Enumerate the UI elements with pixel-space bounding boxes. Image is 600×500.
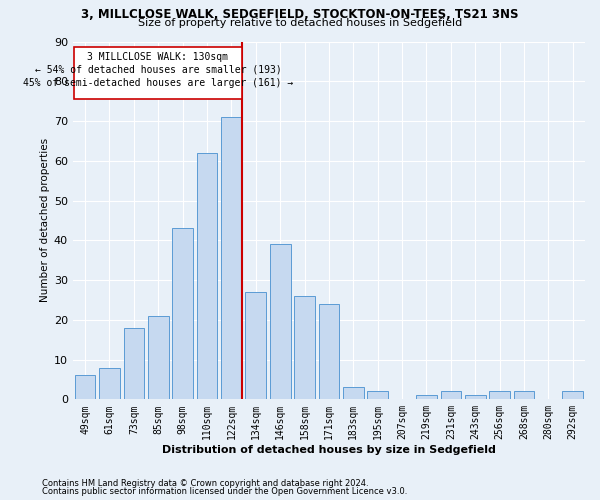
- Text: Contains HM Land Registry data © Crown copyright and database right 2024.: Contains HM Land Registry data © Crown c…: [42, 478, 368, 488]
- Bar: [294, 296, 315, 400]
- Text: Contains public sector information licensed under the Open Government Licence v3: Contains public sector information licen…: [42, 487, 407, 496]
- Bar: [75, 376, 95, 400]
- Bar: [270, 244, 290, 400]
- Text: 45% of semi-detached houses are larger (161) →: 45% of semi-detached houses are larger (…: [23, 78, 293, 88]
- Bar: [124, 328, 144, 400]
- FancyBboxPatch shape: [74, 48, 242, 99]
- Text: 3, MILLCLOSE WALK, SEDGEFIELD, STOCKTON-ON-TEES, TS21 3NS: 3, MILLCLOSE WALK, SEDGEFIELD, STOCKTON-…: [81, 8, 519, 20]
- X-axis label: Distribution of detached houses by size in Sedgefield: Distribution of detached houses by size …: [162, 445, 496, 455]
- Text: 3 MILLCLOSE WALK: 130sqm: 3 MILLCLOSE WALK: 130sqm: [88, 52, 229, 62]
- Bar: [440, 392, 461, 400]
- Bar: [489, 392, 510, 400]
- Bar: [343, 388, 364, 400]
- Bar: [465, 396, 485, 400]
- Text: ← 54% of detached houses are smaller (193): ← 54% of detached houses are smaller (19…: [35, 64, 281, 74]
- Bar: [148, 316, 169, 400]
- Bar: [367, 392, 388, 400]
- Bar: [197, 153, 217, 400]
- Bar: [514, 392, 535, 400]
- Bar: [562, 392, 583, 400]
- Bar: [416, 396, 437, 400]
- Bar: [221, 117, 242, 400]
- Y-axis label: Number of detached properties: Number of detached properties: [40, 138, 50, 302]
- Bar: [245, 292, 266, 400]
- Bar: [172, 228, 193, 400]
- Bar: [319, 304, 340, 400]
- Text: Size of property relative to detached houses in Sedgefield: Size of property relative to detached ho…: [138, 18, 462, 28]
- Bar: [99, 368, 120, 400]
